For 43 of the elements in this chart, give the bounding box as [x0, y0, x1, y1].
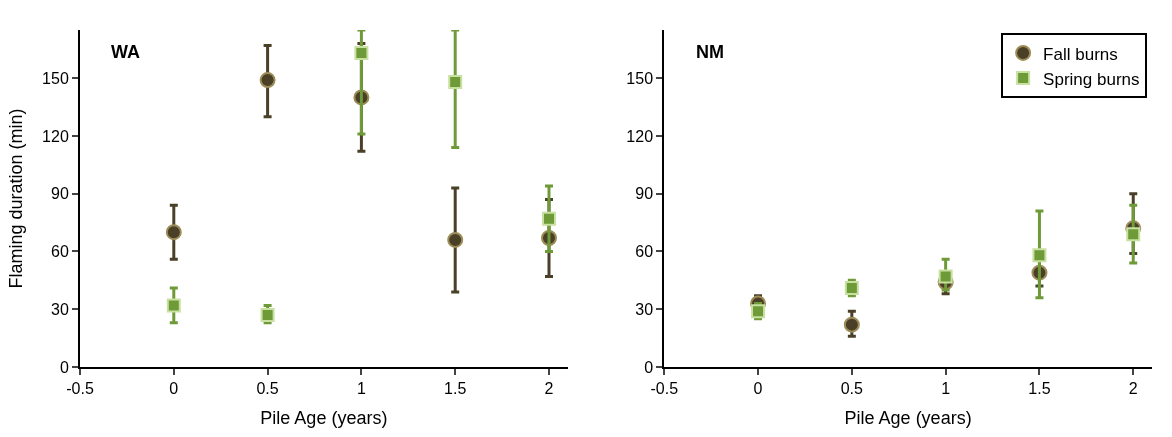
y-tick-label: 60 [635, 243, 654, 261]
x-tick-label: 0.5 [840, 380, 864, 398]
y-tick-label: 0 [644, 358, 654, 376]
y-axis-title: Flaming duration (min) [5, 108, 26, 289]
point [166, 298, 181, 313]
x-tick-label: 0 [753, 380, 763, 398]
x-tick-label: 1 [941, 380, 951, 398]
x-tick-label: 0.5 [256, 380, 279, 398]
y-tick-label: 30 [635, 300, 654, 318]
x-tick-label: -0.5 [650, 380, 679, 398]
point [165, 224, 182, 241]
text: WA [111, 42, 140, 62]
point [448, 74, 463, 89]
x-tick-label: 2 [1128, 380, 1138, 398]
y-tick-label: 120 [626, 127, 654, 145]
y-tick-label: 150 [42, 69, 69, 87]
y-tick-label: 150 [626, 69, 654, 87]
x-tick-label: 0 [169, 380, 179, 398]
x-axis-title: Pile Age (years) [844, 407, 972, 428]
text: NM [696, 42, 724, 62]
y-tick-label: 30 [51, 300, 69, 318]
legend-label: Fall burns [1043, 44, 1118, 64]
x-tick-label: -0.5 [66, 380, 94, 398]
y-tick-label: 90 [51, 185, 69, 203]
y-tick-label: 120 [42, 127, 69, 145]
x-tick-label: 1.5 [1028, 380, 1051, 398]
point [354, 46, 369, 61]
point [259, 72, 276, 89]
point [938, 269, 953, 284]
x-tick-label: 2 [544, 380, 554, 398]
point [1126, 227, 1141, 242]
point [542, 211, 556, 226]
x-tick-label: 1.5 [444, 380, 467, 398]
y-tick-label: 60 [51, 243, 69, 261]
x-tick-label: 1 [356, 380, 366, 398]
y-tick-label: 0 [59, 358, 69, 376]
point [260, 308, 275, 323]
y-tick-label: 90 [635, 185, 654, 203]
legend-label: Spring burns [1043, 69, 1140, 89]
point [843, 316, 860, 333]
point [447, 231, 464, 248]
point [1032, 248, 1047, 263]
x-axis-title: Pile Age (years) [260, 407, 388, 428]
